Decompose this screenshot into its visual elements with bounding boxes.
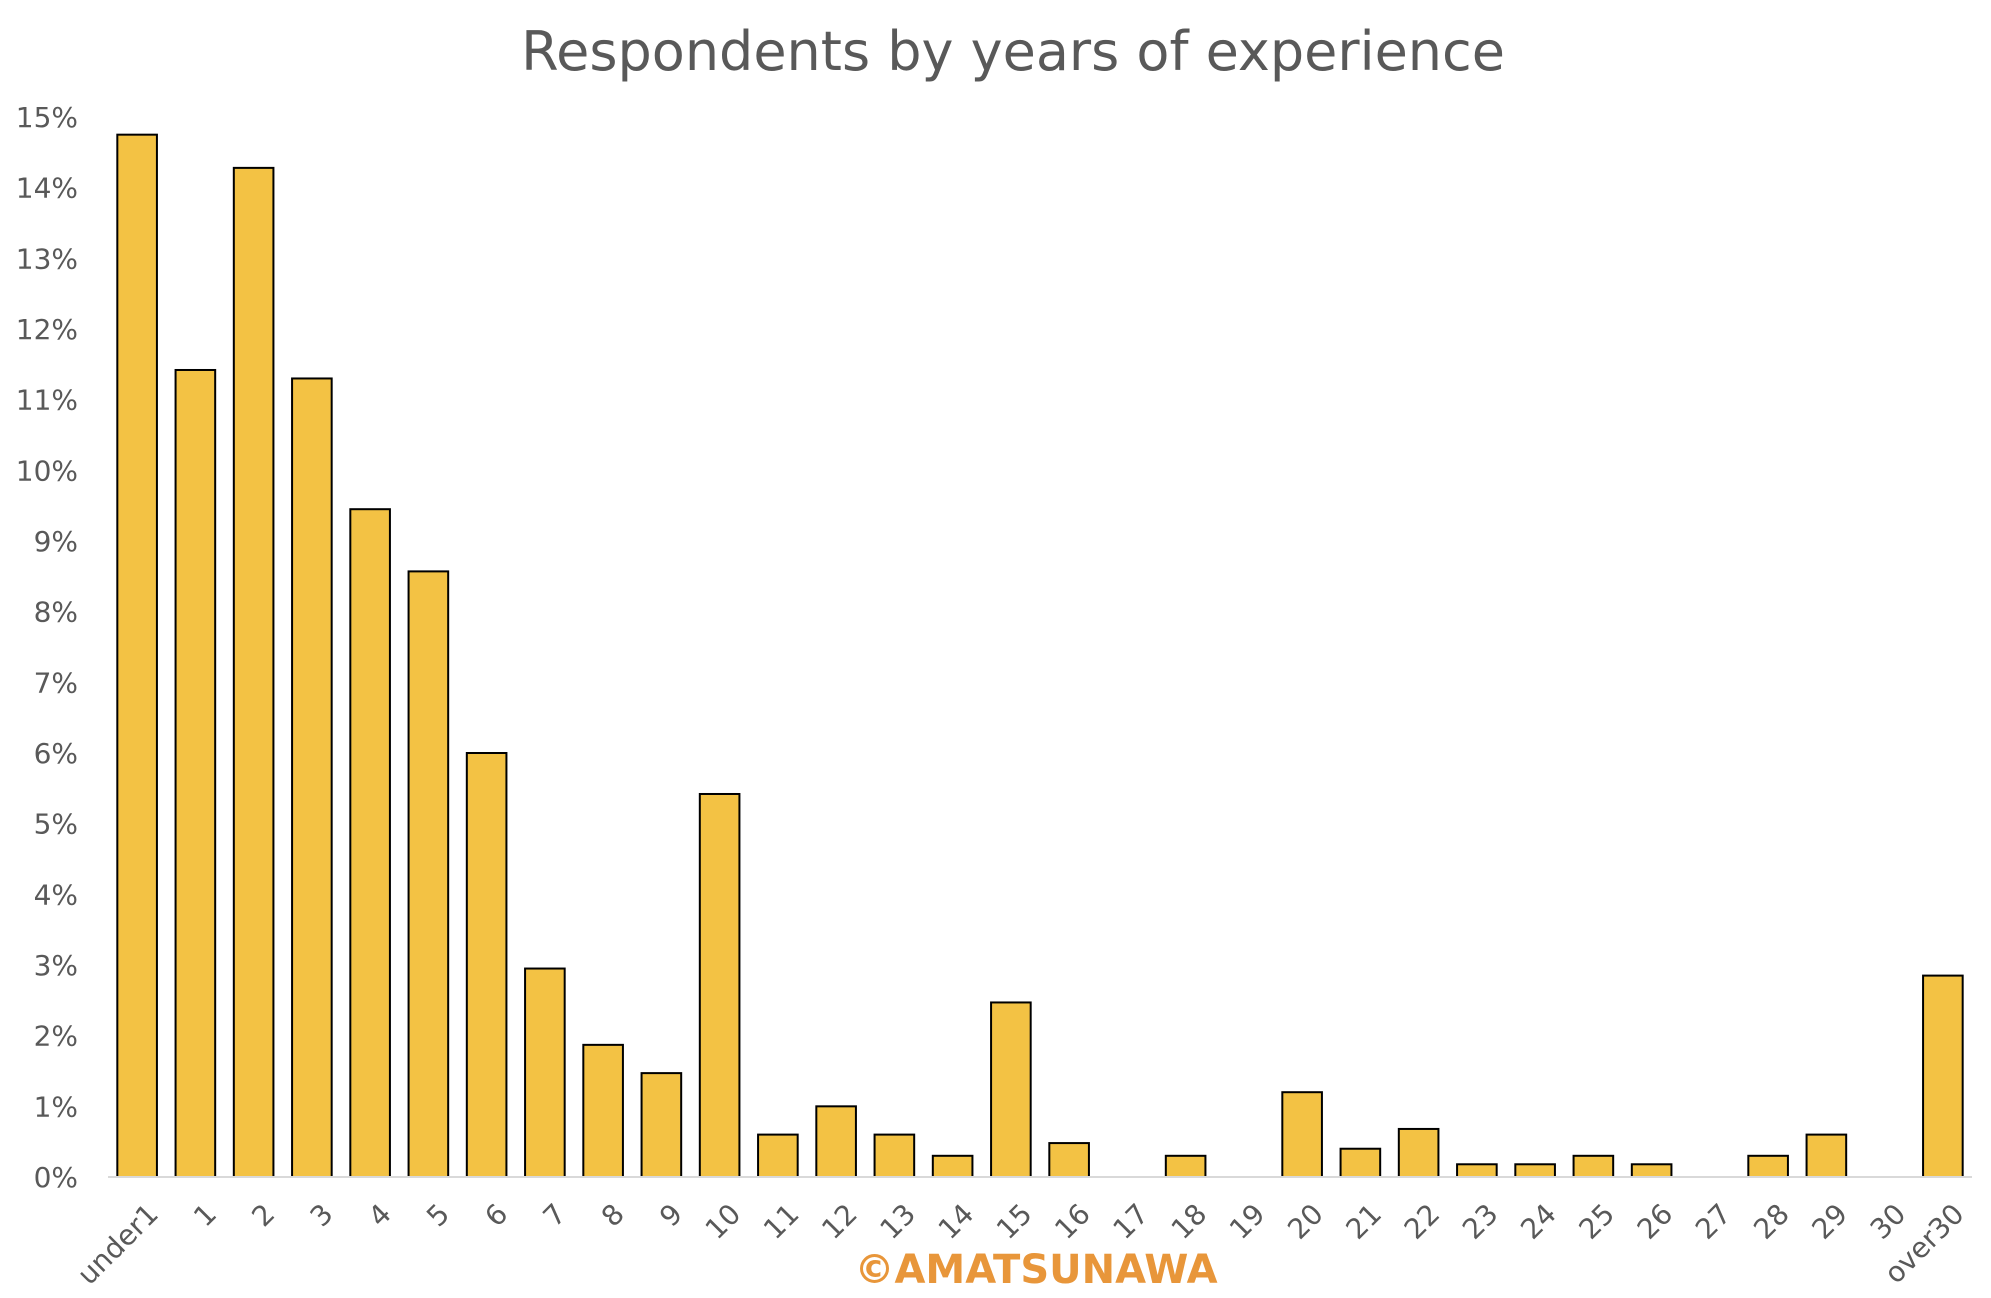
bar-10 bbox=[698, 792, 741, 1179]
x-tick-label: under1 bbox=[71, 1197, 165, 1291]
x-tick-label: 28 bbox=[1747, 1197, 1796, 1246]
y-tick-label: 0% bbox=[34, 1161, 78, 1194]
bar-under1 bbox=[116, 133, 158, 1179]
y-tick-label: 8% bbox=[34, 596, 78, 629]
bar-14 bbox=[931, 1154, 974, 1179]
bar-18 bbox=[1164, 1154, 1207, 1179]
bar-29 bbox=[1805, 1133, 1848, 1178]
x-tick-label: 12 bbox=[815, 1197, 864, 1246]
bar-5 bbox=[407, 570, 450, 1178]
y-axis-ticks: 0% 1% 2% 3% 4% 5% 6% 7% 8% 9% 10% 11% 12% 13% 14% 15% bbox=[16, 101, 78, 1194]
x-tick-label: 25 bbox=[1572, 1197, 1621, 1246]
bar-9 bbox=[640, 1072, 683, 1178]
bar-2 bbox=[232, 166, 275, 1178]
bar-28 bbox=[1747, 1154, 1789, 1179]
bar-7 bbox=[524, 967, 566, 1178]
y-tick-label: 11% bbox=[16, 384, 78, 417]
x-tick-label: 23 bbox=[1456, 1197, 1505, 1246]
x-tick-label: 1 bbox=[187, 1197, 223, 1233]
x-tick-label: 8 bbox=[595, 1197, 631, 1233]
y-tick-label: 15% bbox=[16, 101, 78, 134]
bar-11 bbox=[757, 1133, 799, 1178]
y-tick-label: 5% bbox=[34, 808, 78, 841]
y-tick-label: 1% bbox=[34, 1090, 78, 1123]
bar-26 bbox=[1630, 1163, 1673, 1179]
x-tick-label: 19 bbox=[1223, 1197, 1272, 1246]
x-tick-label: 7 bbox=[537, 1197, 573, 1233]
watermark: ©AMATSUNAWA bbox=[854, 1247, 1217, 1293]
bar-6 bbox=[465, 752, 508, 1178]
y-tick-label: 6% bbox=[34, 737, 78, 770]
bar-16 bbox=[1048, 1142, 1090, 1178]
y-tick-label: 2% bbox=[34, 1020, 78, 1053]
bar-21 bbox=[1339, 1147, 1382, 1178]
x-tick-label: 22 bbox=[1398, 1197, 1447, 1246]
bar-3 bbox=[291, 377, 333, 1178]
bar-1 bbox=[174, 368, 217, 1178]
x-tick-label: 10 bbox=[699, 1197, 748, 1246]
y-tick-label: 3% bbox=[34, 949, 78, 982]
bar-23 bbox=[1456, 1163, 1498, 1179]
y-tick-label: 7% bbox=[34, 666, 78, 699]
x-tick-label: 18 bbox=[1165, 1197, 1214, 1246]
bar-over30 bbox=[1922, 974, 1964, 1178]
x-tick-label: 17 bbox=[1106, 1197, 1155, 1246]
bar-15 bbox=[990, 1001, 1032, 1178]
x-tick-label: 2 bbox=[245, 1197, 281, 1233]
x-tick-label: 15 bbox=[990, 1197, 1039, 1246]
bar-13 bbox=[873, 1133, 916, 1178]
bar-20 bbox=[1281, 1091, 1323, 1178]
x-tick-label: 26 bbox=[1631, 1197, 1680, 1246]
y-tick-label: 9% bbox=[34, 525, 78, 558]
x-tick-label: 11 bbox=[757, 1197, 806, 1246]
x-tick-label: 4 bbox=[362, 1197, 398, 1233]
x-tick-label: 9 bbox=[653, 1197, 689, 1233]
y-tick-label: 4% bbox=[34, 878, 78, 911]
bar-22 bbox=[1397, 1127, 1440, 1178]
x-tick-label: 5 bbox=[420, 1197, 456, 1233]
x-tick-label: 14 bbox=[932, 1197, 981, 1246]
bar-25 bbox=[1572, 1154, 1615, 1179]
y-tick-label: 10% bbox=[16, 454, 78, 487]
x-tick-label: 3 bbox=[304, 1197, 340, 1233]
x-tick-label: 20 bbox=[1281, 1197, 1330, 1246]
x-tick-label: 16 bbox=[1048, 1197, 1097, 1246]
x-tick-label: 21 bbox=[1339, 1197, 1388, 1246]
x-tick-label: 24 bbox=[1514, 1197, 1563, 1246]
x-tick-label: 6 bbox=[478, 1197, 514, 1233]
bar-4 bbox=[349, 508, 391, 1178]
y-tick-label: 13% bbox=[16, 242, 78, 275]
chart-title: Respondents by years of experience bbox=[521, 20, 1505, 83]
x-tick-label: 29 bbox=[1805, 1197, 1854, 1246]
bar-12 bbox=[815, 1105, 857, 1179]
y-tick-label: 14% bbox=[16, 172, 78, 205]
bar-24 bbox=[1514, 1163, 1556, 1179]
x-tick-label: 27 bbox=[1689, 1197, 1738, 1246]
bar-8 bbox=[582, 1043, 624, 1179]
x-tick-label: 13 bbox=[873, 1197, 922, 1246]
bars bbox=[116, 133, 1964, 1179]
y-tick-label: 12% bbox=[16, 313, 78, 346]
